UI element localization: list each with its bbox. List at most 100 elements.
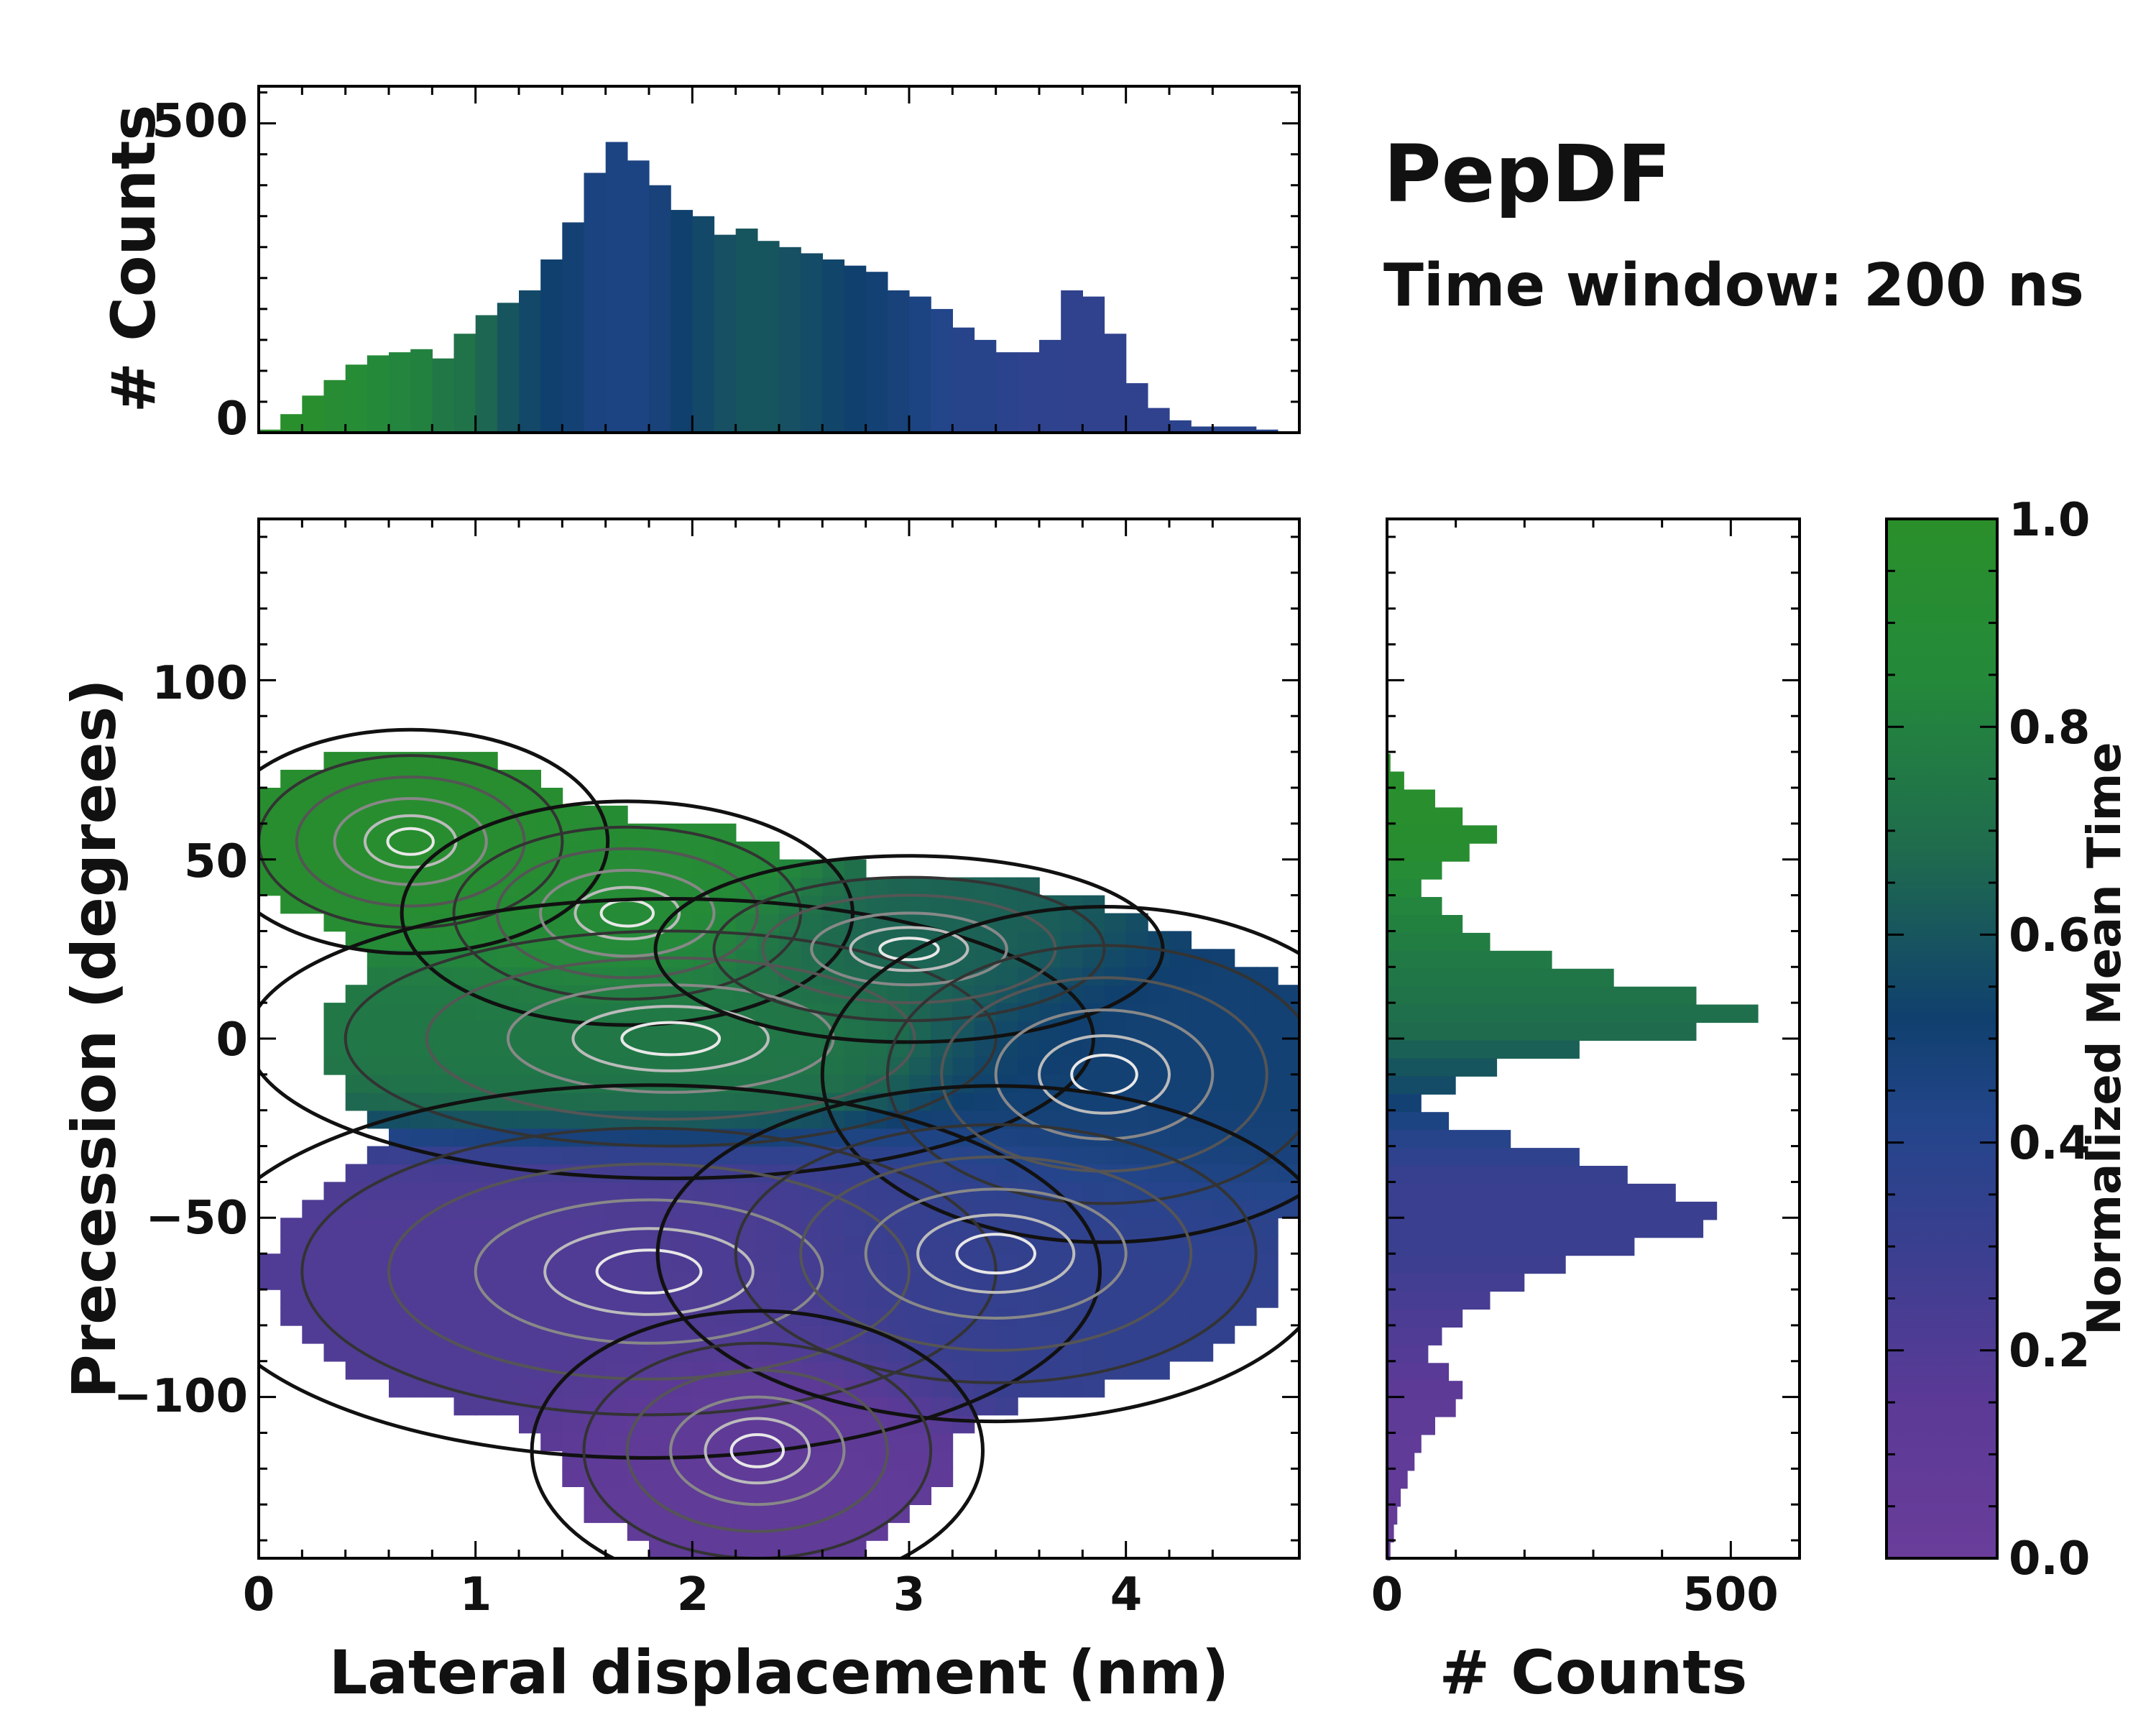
heatmap-cell xyxy=(714,1021,737,1039)
heatmap-cell xyxy=(1104,1182,1127,1201)
side-histogram-bar xyxy=(1387,861,1442,880)
heatmap-cell xyxy=(822,1218,845,1236)
heatmap-cell xyxy=(562,1092,585,1111)
heatmap-cell xyxy=(627,1271,650,1290)
contour-line xyxy=(864,1187,1128,1320)
heatmap-cell xyxy=(323,895,346,914)
heatmap-cell xyxy=(323,1039,346,1057)
contour-line xyxy=(625,1368,889,1533)
heatmap-cell xyxy=(1082,1379,1105,1398)
heatmap-cell xyxy=(1082,913,1105,932)
heatmap-cell xyxy=(1234,1039,1257,1057)
heatmap-cell xyxy=(1147,1325,1170,1344)
heatmap-cell xyxy=(475,1361,498,1380)
colorbar-tick-label: 0.0 xyxy=(2009,1532,2090,1586)
heatmap-cell xyxy=(671,1254,694,1272)
heatmap-cell xyxy=(822,1074,845,1093)
side-histogram-ticks xyxy=(1386,519,1801,1558)
heatmap-cell xyxy=(627,1003,650,1021)
top-histogram-bar xyxy=(649,185,671,433)
heatmap-cell xyxy=(410,1289,433,1308)
contour-line xyxy=(620,1021,722,1057)
top-histogram-bar xyxy=(801,253,823,433)
heatmap-cell xyxy=(995,1361,1018,1380)
contour-line xyxy=(849,926,969,972)
heatmap-cell xyxy=(367,1039,390,1057)
heatmap-cell xyxy=(714,1092,737,1111)
heatmap-cell xyxy=(1104,1146,1127,1165)
heatmap-cell xyxy=(1191,967,1214,985)
heatmap-cell xyxy=(1234,985,1257,1003)
heatmap-cell xyxy=(974,1074,997,1093)
heatmap-cell xyxy=(389,1325,411,1344)
heatmap-cell xyxy=(367,1236,390,1254)
heatmap-cell xyxy=(822,1325,845,1344)
heatmap-cell xyxy=(995,1271,1018,1290)
heatmap-cell xyxy=(1191,1289,1214,1308)
heatmap-cell xyxy=(952,1414,975,1434)
side-histogram-bar xyxy=(1387,1291,1491,1310)
heatmap-cell xyxy=(562,1146,585,1165)
heatmap-cell xyxy=(1061,1379,1084,1398)
heatmap-cell xyxy=(1125,1289,1148,1308)
heatmap-cell xyxy=(1169,967,1192,985)
top-histogram-bar xyxy=(453,334,476,433)
heatmap-cell xyxy=(671,859,694,878)
heatmap-cell xyxy=(605,1218,628,1236)
heatmap-cell xyxy=(389,788,411,806)
heatmap-cell xyxy=(1039,1254,1061,1272)
heatmap-cell xyxy=(389,985,411,1003)
heatmap-cell xyxy=(1169,1039,1192,1057)
heatmap-cell xyxy=(259,1254,281,1272)
heatmap-cell xyxy=(757,1504,780,1523)
heatmap-cell xyxy=(410,1182,433,1201)
heatmap-cell xyxy=(1104,1307,1127,1326)
heatmap-cell xyxy=(497,1271,520,1290)
top-histogram-bar xyxy=(822,259,845,433)
heatmap-cell xyxy=(475,1218,498,1236)
heatmap-cell xyxy=(497,1379,520,1398)
heatmap-cell xyxy=(757,1092,780,1111)
heatmap-cell xyxy=(995,1397,1018,1416)
heatmap-cell xyxy=(627,841,650,860)
heatmap-cell xyxy=(714,1271,737,1290)
top-histogram-bar xyxy=(519,290,541,433)
heatmap-cell xyxy=(1039,1200,1061,1219)
top-histogram-bar xyxy=(692,216,715,433)
heatmap-cell xyxy=(584,1182,607,1201)
heatmap-cell xyxy=(584,1450,607,1470)
contour-line xyxy=(878,937,940,962)
heatmap-cell xyxy=(909,1379,931,1398)
heatmap-cell xyxy=(497,1146,520,1165)
heatmap-cell xyxy=(453,1343,476,1362)
top-histogram-bar xyxy=(931,308,953,433)
heatmap-cell xyxy=(865,1021,888,1039)
heatmap-cell xyxy=(1104,1289,1127,1308)
heatmap-cell xyxy=(519,788,541,806)
heatmap-cell xyxy=(1212,1074,1235,1093)
contour-line xyxy=(940,976,1268,1173)
contour-line xyxy=(1038,1034,1171,1115)
heatmap-cell xyxy=(671,1092,694,1111)
ytick-label: 100 xyxy=(152,657,248,710)
heatmap-cell xyxy=(1169,1128,1192,1147)
heatmap-cell xyxy=(302,823,325,842)
heatmap-cell xyxy=(1277,1074,1299,1093)
heatmap-cell xyxy=(323,770,346,788)
heatmap-cell xyxy=(671,1486,694,1505)
heatmap-cell xyxy=(671,1218,694,1236)
heatmap-cell xyxy=(1125,1236,1148,1254)
heatmap-cell xyxy=(801,1200,824,1219)
heatmap-cell xyxy=(323,1254,346,1272)
heatmap-cell xyxy=(1234,1074,1257,1093)
chart-title: PepDF xyxy=(1383,128,1671,220)
heatmap-cell xyxy=(887,877,910,896)
heatmap-cell xyxy=(1061,913,1084,932)
top-histogram-bar xyxy=(1061,290,1083,433)
heatmap-cell xyxy=(410,985,433,1003)
heatmap-cell xyxy=(605,1397,628,1416)
heatmap-cell xyxy=(1212,1289,1235,1308)
heatmap-cell xyxy=(345,877,368,896)
heatmap-cell xyxy=(649,1432,671,1452)
